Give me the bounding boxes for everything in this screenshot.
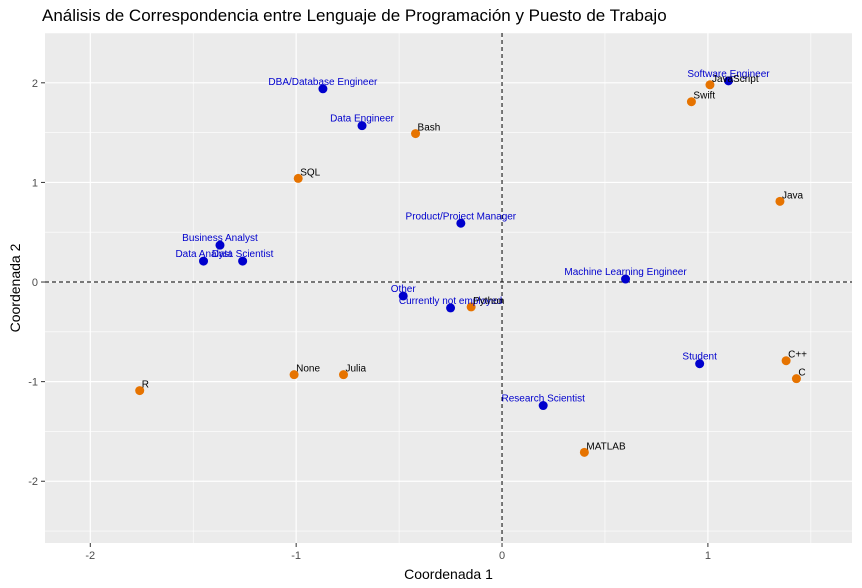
x-tick-label: -2 bbox=[85, 550, 95, 562]
point-labels: DBA/Database Engineer Data Engineer Busine… bbox=[142, 69, 807, 453]
point-label: SQL bbox=[300, 167, 320, 178]
data-point bbox=[398, 291, 408, 301]
grid-minor bbox=[45, 32, 852, 543]
data-point bbox=[199, 256, 209, 266]
y-tick-label: -2 bbox=[28, 476, 38, 488]
point-label: Python bbox=[473, 296, 504, 307]
data-point bbox=[357, 121, 367, 131]
data-point bbox=[781, 356, 791, 366]
x-axis-title: Coordenada 1 bbox=[404, 566, 493, 582]
point-label: Other bbox=[391, 284, 417, 295]
point-label: C bbox=[798, 368, 805, 379]
point-label: Machine Learning Engineer bbox=[564, 267, 687, 278]
y-tick-label: 0 bbox=[32, 277, 38, 289]
data-point bbox=[723, 76, 733, 86]
data-point bbox=[686, 97, 696, 107]
data-point bbox=[456, 218, 466, 228]
point-label: Business Analyst bbox=[182, 233, 258, 244]
point-label: Product/Project Manager bbox=[406, 211, 517, 222]
data-point bbox=[339, 370, 349, 380]
point-label: Software Engineer bbox=[687, 69, 770, 80]
data-point bbox=[135, 386, 145, 396]
data-point bbox=[705, 80, 715, 90]
point-label: Bash bbox=[418, 123, 441, 134]
point-label: Student bbox=[682, 352, 717, 363]
reference-lines bbox=[45, 33, 852, 543]
x-tick-label: -1 bbox=[291, 550, 301, 562]
data-point bbox=[238, 256, 248, 266]
data-point bbox=[318, 84, 328, 94]
point-label: None bbox=[296, 364, 320, 375]
point-label: Java bbox=[782, 190, 804, 201]
data-point bbox=[579, 447, 589, 457]
data-points bbox=[135, 76, 801, 457]
data-point bbox=[411, 129, 421, 139]
point-label: Swift bbox=[693, 91, 715, 102]
point-label: JavaScript bbox=[712, 74, 759, 85]
point-label: R bbox=[142, 380, 149, 391]
y-tick-label: 1 bbox=[32, 177, 38, 189]
chart-title: Análisis de Correspondencia entre Lengua… bbox=[42, 6, 667, 25]
data-point bbox=[293, 173, 303, 183]
point-label: Data Analyst bbox=[175, 249, 231, 260]
data-point bbox=[538, 401, 548, 411]
data-point bbox=[695, 359, 705, 369]
data-point bbox=[446, 303, 456, 313]
point-label: Julia bbox=[346, 364, 367, 375]
point-label: DBA/Database Engineer bbox=[268, 77, 378, 88]
y-tick-label: 2 bbox=[32, 78, 38, 90]
point-label: MATLAB bbox=[586, 441, 626, 452]
data-point bbox=[791, 374, 801, 384]
point-label: Research Scientist bbox=[502, 394, 586, 405]
y-tick-label: -1 bbox=[28, 377, 38, 389]
x-axis-ticks: -2 -1 0 1 bbox=[85, 543, 711, 562]
data-point bbox=[775, 196, 785, 206]
point-label: Currently not employed bbox=[399, 296, 502, 307]
plot-panel bbox=[45, 33, 852, 543]
data-point bbox=[621, 274, 631, 284]
point-label: Data Scientist bbox=[212, 249, 274, 260]
x-tick-label: 0 bbox=[499, 550, 505, 562]
point-label: Data Engineer bbox=[330, 114, 395, 125]
data-point bbox=[215, 240, 225, 250]
point-label: C++ bbox=[788, 350, 807, 361]
data-point bbox=[289, 370, 299, 380]
y-axis-title: Coordenada 2 bbox=[7, 243, 23, 332]
data-point bbox=[466, 302, 476, 312]
x-tick-label: 1 bbox=[705, 550, 711, 562]
y-axis-ticks: -2 -1 0 1 2 bbox=[28, 78, 45, 488]
